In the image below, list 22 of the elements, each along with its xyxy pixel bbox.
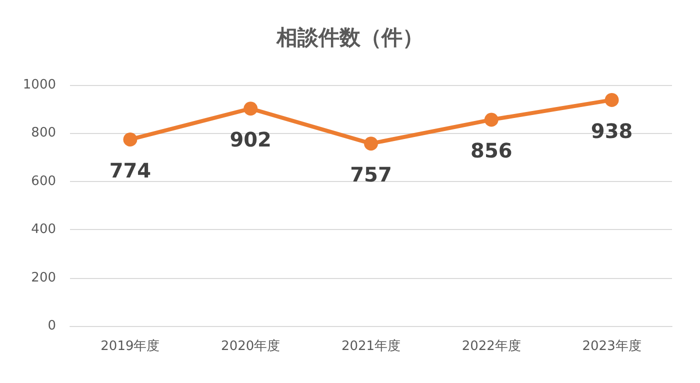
y-tick-label: 400 xyxy=(31,222,56,238)
y-tick-label: 600 xyxy=(31,174,56,189)
point xyxy=(364,136,378,151)
point xyxy=(123,132,138,146)
data-label: 856 xyxy=(470,138,512,163)
x-tick-label: 2022年度 xyxy=(462,338,521,354)
x-tick-label: 2023年度 xyxy=(582,338,642,354)
data-label: 938 xyxy=(590,118,633,143)
point xyxy=(484,112,498,127)
x-tick-label: 2020年度 xyxy=(221,338,280,354)
y-tick-label: 200 xyxy=(31,270,56,286)
point xyxy=(604,92,619,107)
point xyxy=(244,102,258,116)
x-tick-label: 2021年度 xyxy=(341,338,401,354)
x-tick-label: 2019年度 xyxy=(100,338,160,354)
chart-title: 相談件数（件） xyxy=(276,26,424,50)
y-tick-label: 0 xyxy=(48,318,56,334)
y-tick-label: 800 xyxy=(31,126,56,141)
data-label: 902 xyxy=(230,128,272,152)
data-label: 774 xyxy=(109,158,152,182)
y-tick-label: 1000 xyxy=(22,78,56,92)
data-label: 757 xyxy=(350,162,392,187)
